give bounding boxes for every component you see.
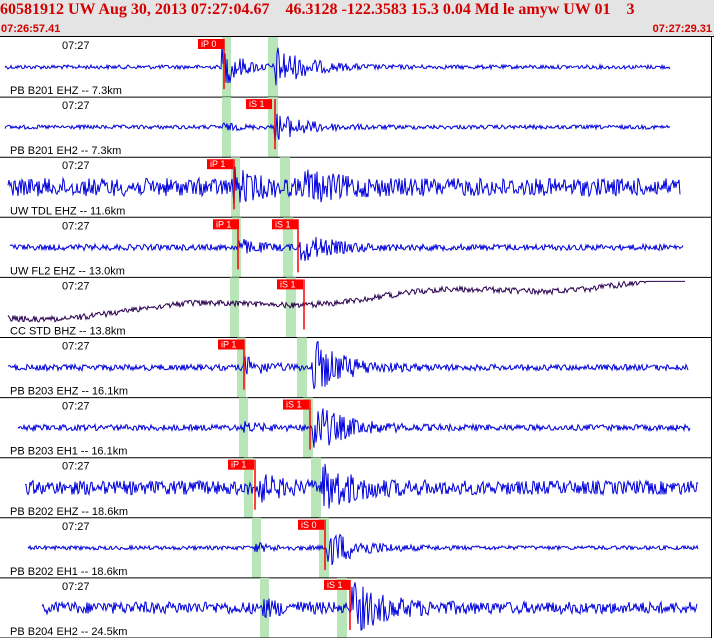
- p-arrival-band: [230, 277, 239, 338]
- s-arrival-band: [268, 37, 278, 98]
- pick-label: iP 1: [210, 159, 225, 169]
- seismic-waveform[interactable]: [9, 236, 684, 261]
- pick-flag[interactable]: [283, 399, 309, 410]
- trace-time-label: 07:27: [62, 581, 90, 593]
- pick-label: iS 0: [301, 520, 317, 530]
- s-arrival-band: [283, 217, 293, 278]
- trace-station-label: PB B202 EHZ -- 18.6km: [10, 506, 128, 518]
- start-time: 07:26:57.41: [1, 23, 61, 35]
- pick-label: iS 1: [249, 99, 265, 109]
- event-header: 60581912 UW Aug 30, 2013 07:27:04.67 46.…: [0, 0, 714, 37]
- seismic-waveform[interactable]: [4, 44, 671, 86]
- pick-label: iP 1: [231, 460, 246, 470]
- pick-flag[interactable]: [213, 219, 239, 230]
- end-time: 07:27:29.31: [652, 23, 712, 35]
- s-arrival-band: [280, 157, 290, 218]
- trace-time-label: 07:27: [62, 401, 90, 413]
- s-arrival-band: [311, 457, 321, 518]
- trace-station-label: PB B201 EHZ -- 7.3km: [10, 85, 122, 97]
- pick-flag[interactable]: [246, 99, 272, 110]
- trace-station-label: PB B204 EH2 -- 24.5km: [10, 626, 127, 638]
- trace-time-label: 07:27: [62, 341, 90, 353]
- trace-time-label: 07:27: [62, 280, 90, 292]
- seismic-waveform[interactable]: [7, 280, 685, 323]
- seismic-waveform[interactable]: [4, 113, 671, 142]
- seismic-waveform[interactable]: [27, 533, 699, 566]
- pick-label: iS 1: [327, 580, 343, 590]
- seismic-waveform[interactable]: [24, 463, 699, 509]
- pick-flag[interactable]: [277, 279, 303, 290]
- trace-station-label: PB B203 EH1 -- 16.1km: [10, 446, 127, 458]
- panel-right-border: [711, 37, 712, 638]
- trace-time-label: 07:27: [62, 461, 90, 473]
- s-arrival-band: [286, 277, 296, 338]
- pick-flag[interactable]: [298, 519, 324, 530]
- pick-flag[interactable]: [228, 459, 254, 470]
- trace-time-label: 07:27: [62, 220, 90, 232]
- trace-time-label: 07:27: [62, 160, 90, 172]
- pick-label: iS 1: [275, 219, 291, 229]
- seismic-waveform[interactable]: [41, 582, 698, 631]
- trace-station-label: PB B201 EH2 -- 7.3km: [10, 145, 121, 157]
- s-arrival-band: [337, 577, 347, 638]
- pick-label: iP 0: [201, 39, 216, 49]
- trace-time-label: 07:27: [62, 100, 90, 112]
- pick-label: iS 1: [286, 400, 302, 410]
- trace-station-label: PB B202 EH1 -- 18.6km: [10, 566, 127, 578]
- pick-label: iP 1: [216, 219, 231, 229]
- trace-time-label: 07:27: [62, 521, 90, 533]
- pick-label: iP 1: [221, 340, 236, 350]
- seismic-waveform[interactable]: [7, 166, 681, 206]
- pick-flag[interactable]: [198, 39, 224, 49]
- seismic-waveform[interactable]: [7, 340, 689, 389]
- pick-label: iS 1: [280, 279, 296, 289]
- pick-flag[interactable]: [207, 159, 233, 170]
- trace-station-label: UW TDL EHZ -- 11.6km: [10, 205, 125, 217]
- pick-flag[interactable]: [218, 339, 244, 350]
- trace-station-label: CC STD BHZ -- 13.8km: [10, 326, 126, 338]
- trace-time-label: 07:27: [62, 40, 90, 52]
- trace-station-label: PB B203 EHZ -- 16.1km: [10, 386, 128, 398]
- event-title: 60581912 UW Aug 30, 2013 07:27:04.67 46.…: [0, 1, 635, 18]
- trace-station-label: UW FL2 EHZ -- 13.0km: [10, 265, 125, 277]
- seismic-waveform[interactable]: [17, 408, 691, 448]
- pick-flag[interactable]: [272, 219, 298, 230]
- pick-flag[interactable]: [324, 579, 350, 590]
- seismogram-panel[interactable]: iP 0 07:27 PB B201 EHZ -- 7.3km iS 1 07:27 PB…: [0, 37, 714, 638]
